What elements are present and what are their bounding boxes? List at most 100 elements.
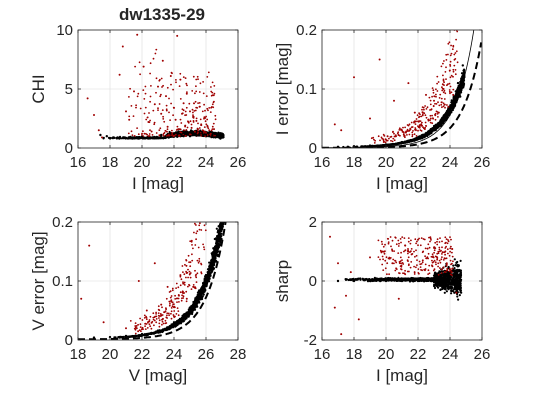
red-point	[186, 84, 188, 87]
red-point	[455, 50, 458, 53]
black-point	[223, 208, 225, 210]
black-point	[434, 124, 437, 127]
red-point	[425, 125, 427, 127]
black-point	[224, 218, 226, 220]
black-point	[206, 277, 209, 281]
y-tick-label: 5	[65, 81, 73, 98]
red-point	[170, 310, 173, 313]
black-point	[208, 274, 211, 277]
red-point	[430, 108, 433, 111]
red-point	[405, 131, 407, 134]
black-point	[219, 234, 222, 237]
red-point	[456, 11, 458, 13]
red-point	[139, 317, 142, 320]
black-point	[224, 185, 226, 187]
red-point	[445, 53, 448, 56]
red-data-point	[125, 110, 127, 113]
red-point	[139, 326, 142, 328]
black-point	[222, 213, 224, 215]
red-point	[191, 259, 194, 262]
red-point	[164, 319, 167, 322]
black-point	[380, 144, 383, 147]
red-point	[174, 294, 177, 297]
red-point	[130, 130, 133, 133]
black-point	[180, 318, 184, 321]
red-data-point	[386, 135, 389, 138]
x-tick-label: 28	[230, 346, 247, 363]
x-tick-label: 16	[70, 154, 87, 171]
red-point	[439, 93, 442, 96]
red-point	[370, 137, 373, 140]
red-point	[423, 108, 425, 111]
red-point	[171, 72, 173, 75]
black-point	[200, 293, 203, 296]
black-point	[190, 307, 193, 311]
red-point	[419, 120, 422, 122]
black-point	[210, 130, 213, 133]
red-point	[440, 103, 443, 106]
red-point	[431, 95, 433, 98]
red-point	[213, 92, 216, 95]
red-point	[441, 86, 443, 89]
black-point	[205, 281, 208, 284]
black-data-point	[160, 133, 163, 137]
black-point	[402, 141, 405, 144]
red-point	[452, 68, 455, 71]
red-point	[175, 313, 178, 315]
red-point	[193, 231, 195, 234]
red-point	[137, 330, 140, 333]
red-point	[213, 85, 216, 87]
red-point	[135, 325, 137, 327]
red-data-point	[333, 123, 336, 126]
black-data-point	[461, 64, 464, 67]
black-point	[222, 218, 224, 220]
red-point	[184, 110, 187, 113]
x-axis-label: I [mag]	[132, 174, 184, 193]
red-point	[190, 123, 193, 126]
black-point	[223, 205, 225, 207]
black-data-point	[204, 133, 208, 136]
black-point	[395, 142, 398, 146]
red-data-point	[102, 321, 105, 324]
red-point	[452, 88, 455, 91]
black-point	[222, 212, 224, 214]
red-point	[172, 303, 175, 306]
red-point	[429, 114, 432, 117]
black-point	[222, 212, 224, 214]
red-data-point	[185, 297, 188, 300]
red-point	[189, 272, 192, 274]
red-point	[195, 90, 198, 93]
red-point	[196, 218, 198, 220]
black-point	[223, 204, 225, 206]
black-point	[215, 251, 218, 254]
red-point	[137, 323, 140, 326]
black-point	[374, 144, 377, 148]
red-point	[170, 295, 173, 297]
red-point	[450, 44, 452, 47]
red-point	[431, 87, 434, 89]
black-point	[175, 321, 178, 324]
red-point	[197, 122, 199, 125]
red-point	[135, 106, 137, 109]
red-point	[202, 243, 205, 246]
red-data-point	[179, 274, 182, 277]
black-point	[452, 99, 455, 102]
red-point	[175, 297, 178, 300]
red-point	[186, 126, 189, 129]
red-data-point	[189, 110, 191, 113]
red-point	[182, 281, 184, 284]
red-point	[147, 320, 150, 323]
red-point	[161, 318, 163, 321]
red-point	[198, 91, 201, 93]
red-data-point	[198, 105, 201, 108]
black-point	[220, 211, 222, 213]
red-point	[166, 130, 168, 133]
black-point	[459, 85, 462, 88]
black-point	[460, 77, 463, 80]
red-point	[435, 103, 438, 105]
black-point	[223, 204, 225, 206]
black-point	[193, 303, 196, 306]
red-point	[143, 98, 146, 100]
black-point	[223, 214, 225, 216]
red-point	[130, 105, 133, 107]
